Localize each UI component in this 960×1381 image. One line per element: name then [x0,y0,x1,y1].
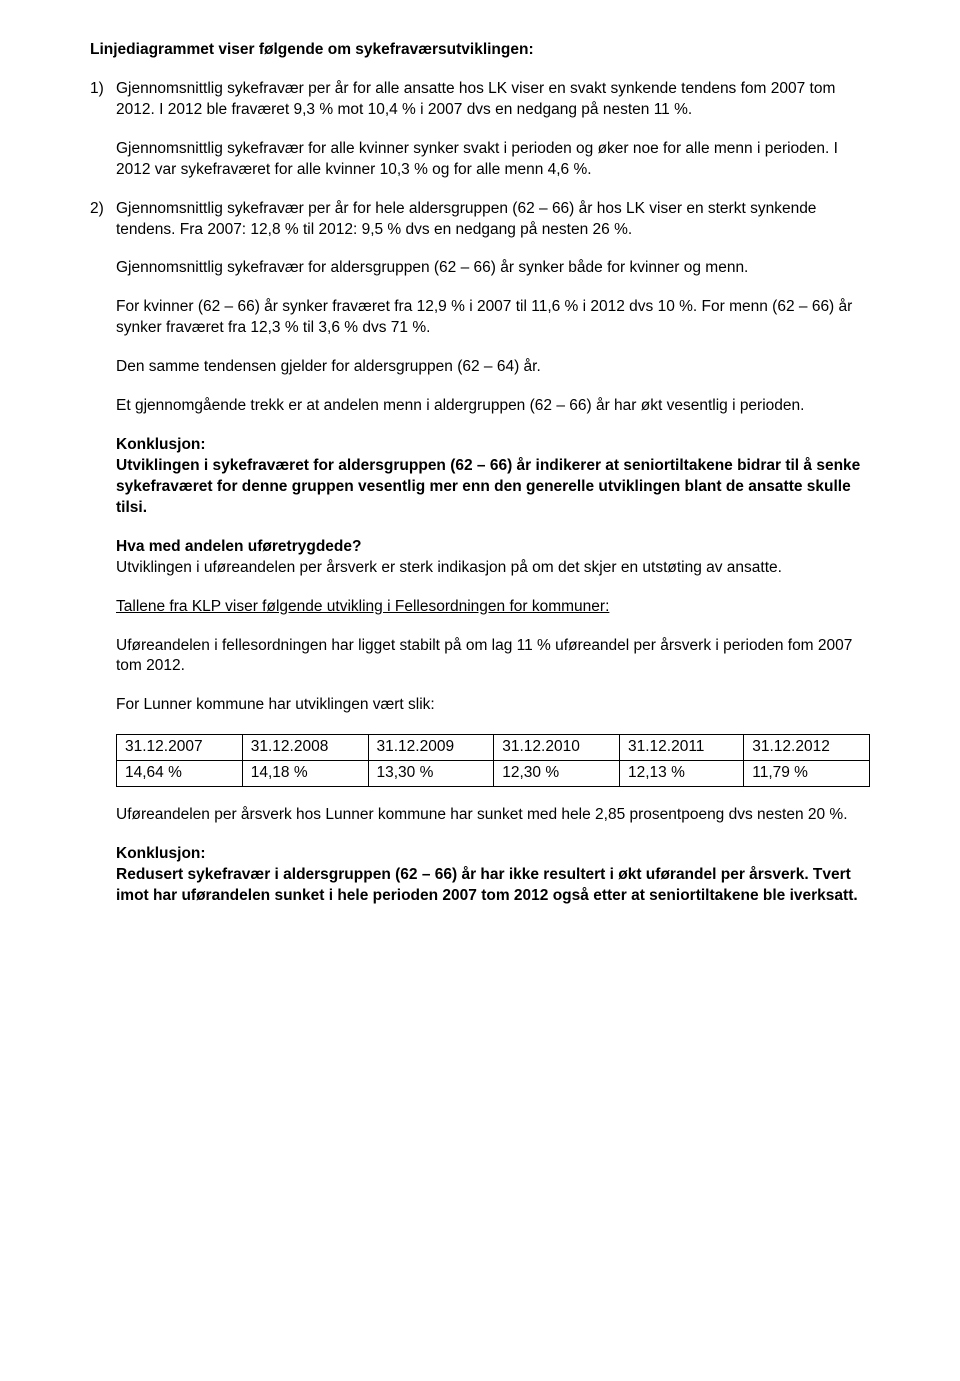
after-table: Uføreandelen per årsverk hos Lunner komm… [90,805,870,826]
conclusion-2-body: Redusert sykefravær i aldersgruppen (62 … [116,866,858,904]
conclusion-1-body: Utviklingen i sykefraværet for aldersgru… [116,457,860,516]
item2-p2: Gjennomsnittlig sykefravær for aldersgru… [90,258,870,279]
intro-heading: Linjediagrammet viser følgende om sykefr… [90,40,870,61]
klp-line: Tallene fra KLP viser følgende utvikling… [90,597,870,618]
conclusion-2-head: Konklusjon: [116,845,206,862]
item2-p5: Et gjennomgående trekk er at andelen men… [90,396,870,417]
item2-p3: For kvinner (62 – 66) år synker fraværet… [90,297,870,339]
table-cell: 31.12.2011 [620,735,744,761]
table-cell: 14,64 % [117,761,243,787]
table-wrapper: 31.12.2007 31.12.2008 31.12.2009 31.12.2… [90,734,870,787]
list-item-1: 1)Gjennomsnittlig sykefravær per år for … [90,79,870,121]
item1-p2: Gjennomsnittlig sykefravær for alle kvin… [90,139,870,181]
conclusion-1: Konklusjon: Utviklingen i sykefraværet f… [90,435,870,519]
conclusion-1-head: Konklusjon: [116,436,206,453]
conclusion-2: Konklusjon: Redusert sykefravær i alders… [90,844,870,907]
list-num-1: 1) [90,79,116,100]
table-row: 14,64 % 14,18 % 13,30 % 12,30 % 12,13 % … [117,761,870,787]
table-cell: 12,30 % [494,761,620,787]
item2-p4: Den samme tendensen gjelder for aldersgr… [90,357,870,378]
ufore-block: Hva med andelen uføretrygdede? Utvikling… [90,537,870,579]
item1-p1: Gjennomsnittlig sykefravær per år for al… [116,80,835,118]
table-cell: 14,18 % [242,761,368,787]
table-cell: 31.12.2007 [117,735,243,761]
felles-line: Uføreandelen i fellesordningen har ligge… [90,636,870,678]
table-cell: 11,79 % [744,761,870,787]
list-num-2: 2) [90,199,116,220]
item2-p1: Gjennomsnittlig sykefravær per år for he… [116,200,816,238]
table-cell: 13,30 % [368,761,494,787]
table-cell: 31.12.2009 [368,735,494,761]
table-cell: 12,13 % [620,761,744,787]
table-cell: 31.12.2010 [494,735,620,761]
ufore-body: Utviklingen i uføreandelen per årsverk e… [116,559,782,576]
ufore-head: Hva med andelen uføretrygdede? [116,538,361,555]
ufore-table: 31.12.2007 31.12.2008 31.12.2009 31.12.2… [116,734,870,787]
table-cell: 31.12.2008 [242,735,368,761]
table-cell: 31.12.2012 [744,735,870,761]
list-item-2: 2)Gjennomsnittlig sykefravær per år for … [90,199,870,241]
lunner-line: For Lunner kommune har utviklingen vært … [90,695,870,716]
table-row: 31.12.2007 31.12.2008 31.12.2009 31.12.2… [117,735,870,761]
